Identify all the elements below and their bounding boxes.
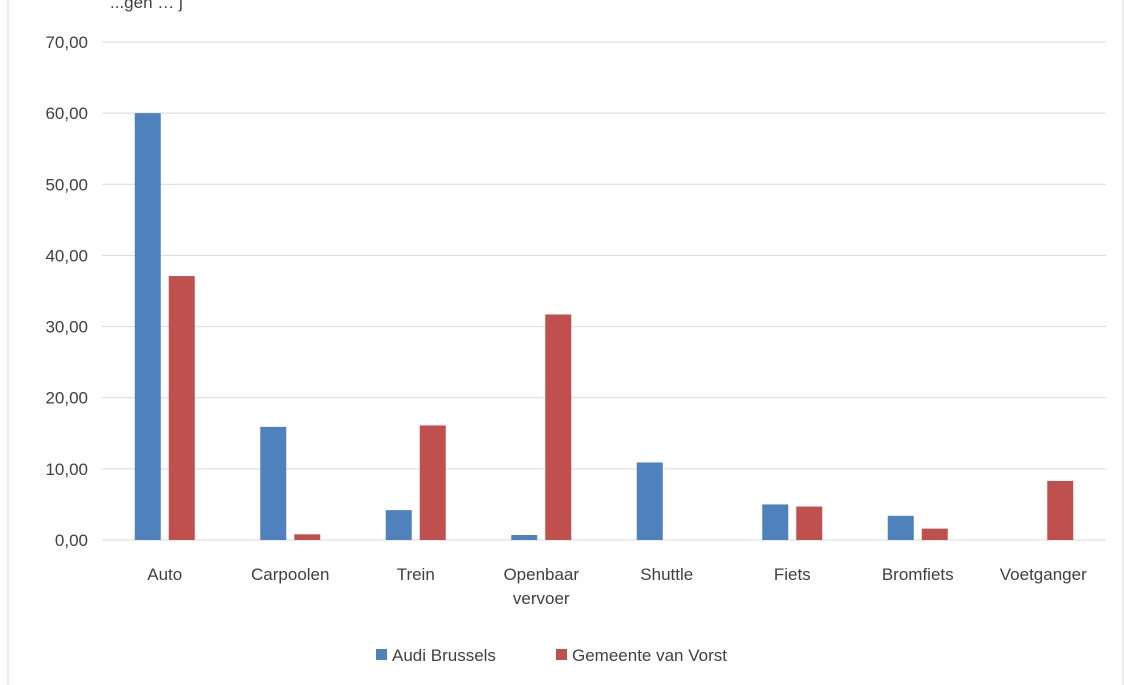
bar-audi-brussels [260, 426, 287, 540]
legend-swatch [556, 649, 567, 660]
y-tick-label: 70,00 [45, 33, 88, 52]
x-tick-label: Carpoolen [251, 565, 329, 584]
x-tick-label: Trein [397, 565, 435, 584]
bar-audi-brussels [887, 515, 914, 540]
x-tick-label: Openbaar vervoer [503, 565, 579, 608]
bar-audi-brussels [762, 504, 789, 540]
bar-gemeente-van-vorst [419, 425, 446, 540]
bar-audi-brussels [134, 113, 161, 541]
bar-audi-brussels [511, 535, 538, 540]
x-tick-label: Bromfiets [882, 565, 954, 584]
x-tick-label: Fiets [774, 565, 811, 584]
x-tick-label: Voetganger [1000, 565, 1087, 584]
legend-swatch [376, 649, 387, 660]
header-fragment: ...gen … j [110, 0, 183, 12]
legend: Audi Brussels Gemeente van Vorst [376, 646, 727, 665]
legend-label: Audi Brussels [392, 646, 496, 665]
bars [134, 113, 1074, 541]
y-tick-label: 10,00 [45, 460, 88, 479]
bar-audi-brussels [636, 462, 663, 540]
legend-label: Gemeente van Vorst [572, 646, 727, 665]
y-axis: 0,00 10,00 20,00 30,00 40,00 50,00 60,00 70,00 [45, 33, 88, 550]
y-tick-label: 30,00 [45, 318, 88, 337]
y-tick-label: 20,00 [45, 389, 88, 408]
x-tick-label: Auto [147, 565, 182, 584]
y-tick-label: 60,00 [45, 104, 88, 123]
bar-audi-brussels [385, 510, 412, 540]
bar-gemeente-van-vorst [921, 528, 948, 540]
y-tick-label: 50,00 [45, 175, 88, 194]
y-tick-label: 40,00 [45, 246, 88, 265]
bar-gemeente-van-vorst [545, 314, 572, 540]
x-axis: Auto Carpoolen Trein Openbaar vervoer Shuttle… [147, 565, 1087, 608]
bar-gemeente-van-vorst [1047, 480, 1074, 540]
y-tick-label: 0,00 [55, 531, 88, 550]
bar-gemeente-van-vorst [294, 534, 321, 540]
bar-gemeente-van-vorst [796, 506, 823, 540]
x-tick-label: Shuttle [640, 565, 693, 584]
bar-gemeente-van-vorst [168, 276, 195, 540]
gridlines [102, 41, 1106, 541]
